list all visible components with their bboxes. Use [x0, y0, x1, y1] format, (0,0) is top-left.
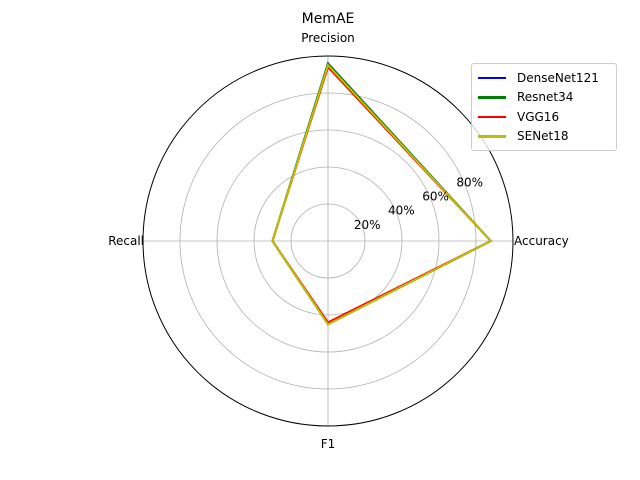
legend-label: Resnet34	[517, 90, 574, 105]
axis-label: Accuracy	[514, 234, 569, 248]
legend-swatch	[478, 96, 506, 99]
axis-label: F1	[321, 437, 336, 451]
legend-label: VGG16	[517, 109, 560, 124]
axis-label: Recall	[108, 234, 144, 248]
radar-grid	[142, 55, 514, 427]
legend-label: DenseNet121	[517, 70, 599, 85]
axis-label: Precision	[301, 31, 355, 45]
chart-title: MemAE	[302, 11, 355, 27]
legend-swatch	[478, 76, 506, 79]
legend-item: DenseNet121	[472, 68, 616, 88]
legend-swatch	[478, 135, 506, 138]
tick-label: 40%	[388, 204, 415, 218]
tick-label: 20%	[354, 218, 381, 232]
series-line	[271, 61, 493, 326]
tick-label: 80%	[456, 175, 483, 189]
legend-item: Resnet34	[472, 88, 616, 108]
series-line	[271, 61, 493, 326]
radar-series	[271, 61, 493, 326]
tick-label: 60%	[422, 190, 449, 204]
series-line	[271, 63, 493, 326]
legend-swatch	[478, 115, 506, 118]
legend-label: SENet18	[517, 129, 569, 144]
series-line	[271, 65, 493, 324]
radar-labels: 20% 40% 60% 80% Accuracy Precision Recall F1	[108, 31, 569, 451]
outer-frame	[142, 55, 514, 427]
legend-item: SENet18	[472, 127, 616, 147]
legend-item: VGG16	[472, 107, 616, 127]
legend: DenseNet121 Resnet34 VGG16 SENet18	[471, 63, 617, 151]
